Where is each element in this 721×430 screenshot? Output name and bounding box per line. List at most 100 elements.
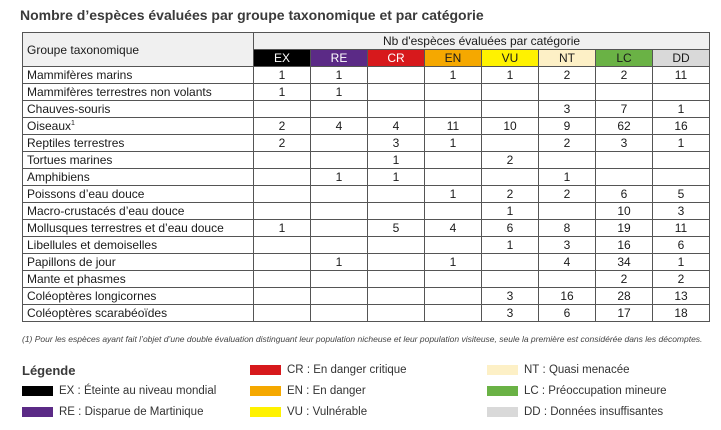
table-row: Tortues marines 1 2 [22,151,710,169]
group-name: Chauves-souris [22,100,254,118]
count-cell-cr [367,185,425,203]
table-row: Oiseaux1 2 4 4 11 10 9 62 16 [22,117,710,135]
count-cell-dd [652,168,710,186]
legend-code: VU [287,406,303,418]
count-cell-en [424,100,482,118]
group-header: Groupe taxonomique [22,32,254,67]
group-name: Mante et phasmes [22,270,254,288]
count-cell-vu: 1 [481,66,539,84]
count-cell-re: 1 [310,253,368,271]
count-cell-lc: 7 [595,100,653,118]
count-cell-en: 1 [424,66,482,84]
legend-item-cr: CR : En danger critique [250,364,407,376]
legend-code: NT [524,364,540,376]
count-cell-nt: 1 [538,168,596,186]
legend-swatch [22,407,53,417]
count-cell-ex [253,151,311,169]
count-cell-lc: 10 [595,202,653,220]
count-cell-nt: 3 [538,100,596,118]
table-row: Mollusques terrestres et d’eau douce 1 5 4 6… [22,219,710,237]
group-name: Macro-crustacés d’eau douce [22,202,254,220]
legend-code: DD [524,406,541,418]
count-cell-lc [595,151,653,169]
group-name-text: Mammifères terrestres non volants [27,85,212,99]
legend-separator: : [538,385,549,397]
count-cell-cr [367,253,425,271]
legend-swatch [487,407,518,417]
group-name-text: Reptiles terrestres [27,136,125,150]
count-cell-vu [481,83,539,101]
group-name: Mollusques terrestres et d’eau douce [22,219,254,237]
category-header-ex: EX [253,49,311,67]
count-cell-re: 1 [310,83,368,101]
group-name: Mammifères terrestres non volants [22,83,254,101]
count-cell-nt: 9 [538,117,596,135]
count-cell-vu: 2 [481,185,539,203]
count-cell-dd [652,83,710,101]
count-cell-re: 1 [310,66,368,84]
count-cell-lc: 34 [595,253,653,271]
footnote: (1) Pour les espèces ayant fait l’objet … [22,334,703,344]
count-cell-dd: 11 [652,219,710,237]
table-body: Mammifères marins 1 1 1 1 2 2 11 Mammifères terr… [22,66,710,322]
table-row: Papillons de jour 1 1 4 34 1 [22,253,710,271]
legend-code: LC [524,385,539,397]
category-header-nt: NT [538,49,596,67]
count-cell-cr [367,287,425,305]
count-cell-nt: 3 [538,236,596,254]
count-cell-ex [253,100,311,118]
table-row: Chauves-souris 3 7 1 [22,100,710,118]
group-name-text: Oiseaux [27,119,72,133]
group-name: Amphibiens [22,168,254,186]
group-name-text: Papillons de jour [27,255,116,269]
species-table: Groupe taxonomique Nb d'espèces évaluées… [22,32,710,322]
group-name: Reptiles terrestres [22,134,254,152]
count-cell-en [424,236,482,254]
legend-item-dd: DD : Données insuffisantes [487,406,663,418]
count-cell-re [310,236,368,254]
group-name: Coléoptères longicornes [22,287,254,305]
count-cell-dd: 11 [652,66,710,84]
legend-separator: : [303,364,314,376]
table-row: Macro-crustacés d’eau douce 1 10 3 [22,202,710,220]
count-cell-re [310,219,368,237]
legend-separator: : [539,364,549,376]
count-cell-vu [481,100,539,118]
group-name-text: Tortues marines [27,153,113,167]
count-cell-vu: 3 [481,304,539,322]
group-name-text: Poissons d’eau douce [27,187,145,201]
count-cell-re [310,151,368,169]
count-cell-cr [367,66,425,84]
count-cell-nt [538,83,596,101]
count-cell-nt: 6 [538,304,596,322]
count-cell-dd: 2 [652,270,710,288]
count-cell-en: 1 [424,253,482,271]
count-cell-cr [367,100,425,118]
legend-item-lc: LC : Préoccupation mineure [487,385,667,397]
count-cell-ex [253,304,311,322]
count-cell-cr: 1 [367,168,425,186]
count-cell-lc: 19 [595,219,653,237]
count-cell-nt [538,202,596,220]
count-cell-re [310,100,368,118]
table-row: Mammifères marins 1 1 1 1 2 2 11 [22,66,710,84]
group-name-text: Coléoptères scarabéoïdes [27,306,168,320]
count-cell-dd: 13 [652,287,710,305]
count-cell-cr: 4 [367,117,425,135]
count-cell-dd: 1 [652,100,710,118]
count-cell-ex [253,236,311,254]
count-cell-lc: 62 [595,117,653,135]
legend-separator: : [74,385,84,397]
table-row: Amphibiens 1 1 1 [22,168,710,186]
count-cell-cr [367,202,425,220]
count-cell-nt [538,270,596,288]
legend-label: Vulnérable [312,406,368,418]
group-name: Poissons d’eau douce [22,185,254,203]
group-name-text: Mammifères marins [27,68,133,82]
legend-separator: : [74,406,85,418]
count-cell-nt: 2 [538,66,596,84]
count-cell-re [310,202,368,220]
legend-item-vu: VU : Vulnérable [250,406,367,418]
count-cell-ex [253,168,311,186]
table-row: Libellules et demoiselles 1 3 16 6 [22,236,710,254]
